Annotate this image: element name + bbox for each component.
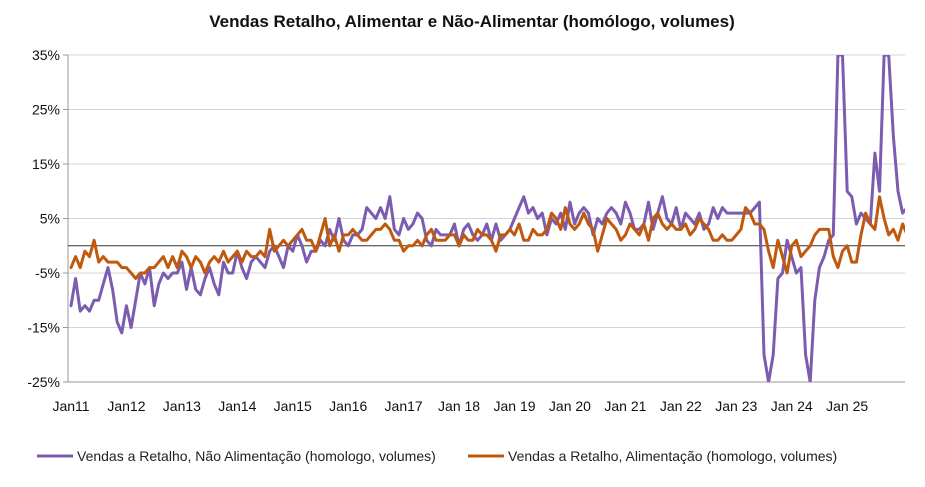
x-tick-label: Jan16 <box>329 398 367 414</box>
y-tick-label: 25% <box>32 102 60 118</box>
x-tick-label: Jan13 <box>163 398 201 414</box>
x-axis: Jan11 Jan12 Jan13 Jan14 Jan15 Jan16 Jan17 Jan 1… <box>52 245 905 414</box>
x-tick-label: Jan 18 <box>438 398 480 414</box>
x-tick-label: Jan11 <box>52 398 89 414</box>
y-tick-label: 35% <box>32 47 60 63</box>
legend-label-2: Vendas a Retalho, Alimentação (homologo,… <box>508 448 837 464</box>
legend-label-1: Vendas a Retalho, Não Alimentação (homol… <box>77 448 436 464</box>
chart-title: Vendas Retalho, Alimentar e Não-Alimenta… <box>209 12 735 31</box>
y-tick-label: 5% <box>40 211 60 227</box>
y-axis: 35% 25% 15% 5% -5% -15% -25% <box>27 47 69 390</box>
x-tick-label: Jan15 <box>274 398 312 414</box>
y-tick-label: -15% <box>27 320 60 336</box>
series-line-2 <box>69 195 905 280</box>
x-tick-label: Jan 25 <box>826 398 868 414</box>
grid <box>68 54 905 383</box>
x-tick-label: Jan17 <box>385 398 423 414</box>
legend: Vendas a Retalho, Não Alimentação (homol… <box>37 448 837 464</box>
x-tick-label: Jan 21 <box>604 398 646 414</box>
x-tick-label: Jan 24 <box>771 398 813 414</box>
y-tick-label: -25% <box>27 374 60 390</box>
y-tick-label: -5% <box>35 265 60 281</box>
y-tick-label: 15% <box>32 156 60 172</box>
x-tick-label: Jan 22 <box>660 398 702 414</box>
series-layer <box>69 55 905 382</box>
x-tick-label: Jan14 <box>218 398 256 414</box>
x-tick-label: Jan12 <box>107 398 145 414</box>
x-tick-label: Jan 19 <box>493 398 535 414</box>
series-line-1 <box>69 55 905 382</box>
x-tick-label: Jan 20 <box>549 398 591 414</box>
x-tick-label: Jan 23 <box>715 398 757 414</box>
